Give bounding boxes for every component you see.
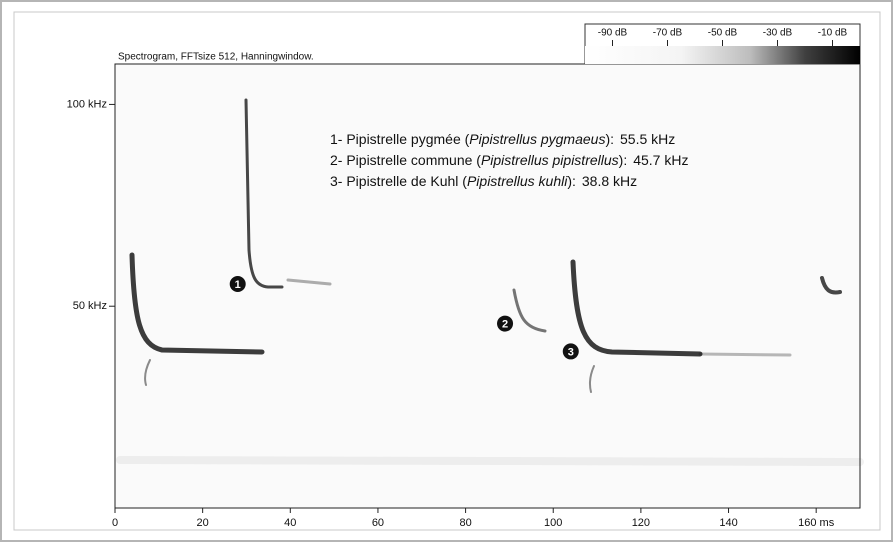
legend-name: 1- Pipistrelle pygmée ( — [330, 131, 470, 147]
x-tick-label: 100 — [544, 517, 562, 529]
colorbar-label: -10 dB — [818, 28, 848, 39]
call-trace — [570, 259, 703, 357]
legend-latin: Pipistrellus kuhli — [467, 173, 568, 189]
legend-entry: 3- Pipistrelle de Kuhl (Pipistrellus kuh… — [330, 173, 637, 189]
x-tick-label: 40 — [284, 517, 296, 529]
x-tick-label: 140 — [719, 517, 737, 529]
legend-latin: Pipistrellus pygmaeus — [469, 131, 605, 147]
call-marker — [497, 315, 514, 332]
spectrogram-calls — [116, 98, 864, 466]
colorbar-label: -50 dB — [708, 28, 738, 39]
y-tick-label: 50 kHz — [73, 300, 107, 312]
call-trace — [129, 252, 265, 355]
y-tick-label: 100 kHz — [67, 98, 107, 110]
call-trace — [698, 352, 792, 357]
call-marker — [562, 343, 579, 360]
chart-title: Spectrogram, FFTsize 512, Hanningwindow. — [118, 52, 314, 63]
x-tick-label: 120 — [632, 517, 650, 529]
noise-band — [116, 456, 864, 466]
call-marker-label: 2 — [502, 318, 508, 330]
colorbar-label: -30 dB — [763, 28, 793, 39]
x-tick-label: 160 ms — [798, 517, 835, 529]
call-marker — [229, 276, 246, 293]
call-trace — [244, 98, 284, 289]
legend-frequency: 38.8 kHz — [582, 173, 637, 189]
colorbar-label: -90 dB — [598, 28, 628, 39]
legend-name: 3- Pipistrelle de Kuhl ( — [330, 173, 467, 189]
call-trace — [820, 276, 842, 295]
x-tick-label: 80 — [459, 517, 471, 529]
legend-entry: 1- Pipistrelle pygmée (Pipistrellus pygm… — [330, 131, 675, 147]
call-trace — [512, 288, 547, 333]
x-tick-label: 20 — [197, 517, 209, 529]
legend-suffix: ): — [567, 173, 576, 189]
x-tick-label: 0 — [112, 517, 118, 529]
call-marker-label: 1 — [235, 279, 241, 291]
legend-frequency: 45.7 kHz — [633, 152, 688, 168]
legend-entry: 2- Pipistrelle commune (Pipistrellus pip… — [330, 152, 688, 168]
legend-suffix: ): — [619, 152, 628, 168]
colorbar-label: -70 dB — [653, 28, 683, 39]
legend-suffix: ): — [605, 131, 614, 147]
call-trace — [589, 365, 595, 393]
colorbar-gradient — [585, 46, 860, 64]
x-tick-label: 60 — [372, 517, 384, 529]
legend-frequency: 55.5 kHz — [620, 131, 675, 147]
call-trace — [144, 359, 151, 386]
legend-latin: Pipistrellus pipistrellus — [481, 152, 619, 168]
call-trace — [286, 278, 332, 286]
call-marker-label: 3 — [568, 346, 574, 358]
legend-name: 2- Pipistrelle commune ( — [330, 152, 481, 168]
